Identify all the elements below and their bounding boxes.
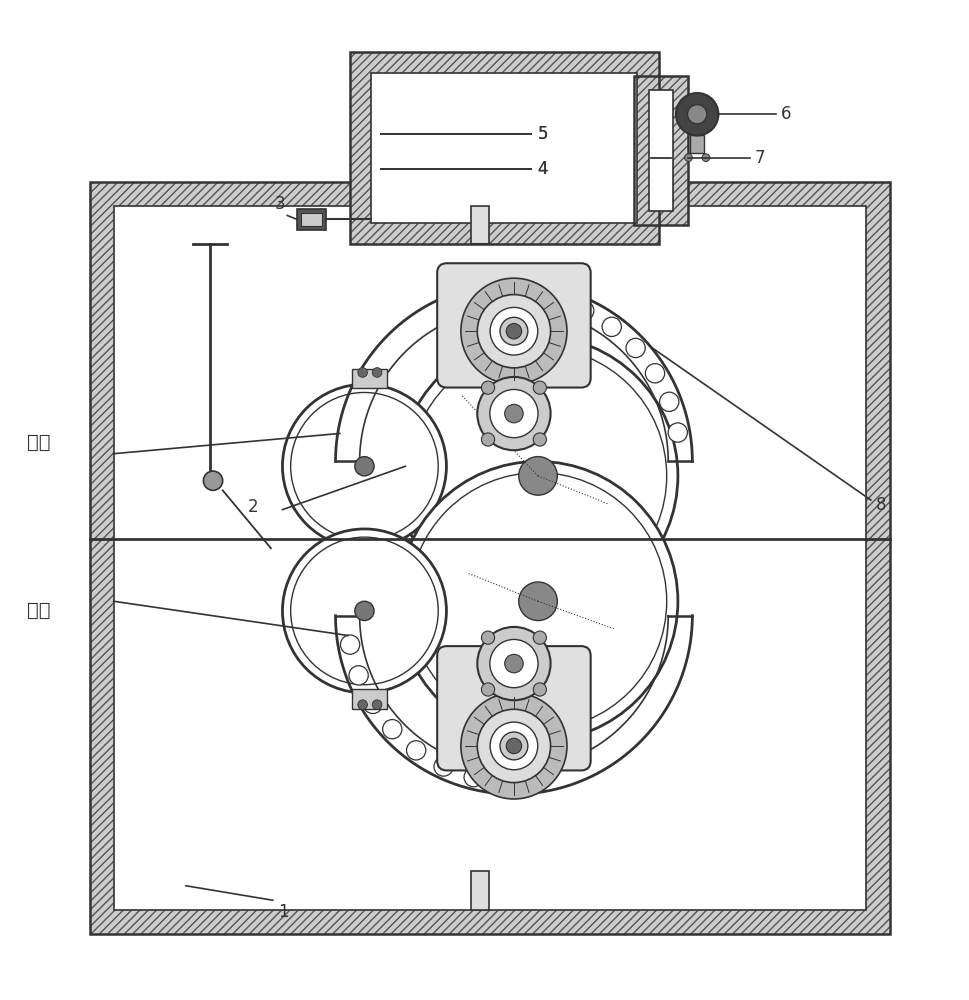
- Circle shape: [659, 392, 678, 411]
- Bar: [350, 52, 658, 244]
- Circle shape: [433, 757, 453, 776]
- Circle shape: [362, 694, 382, 714]
- Circle shape: [355, 457, 374, 476]
- Circle shape: [282, 529, 446, 693]
- Circle shape: [544, 290, 563, 310]
- Bar: [634, 76, 687, 225]
- Circle shape: [460, 693, 567, 799]
- Circle shape: [358, 368, 367, 377]
- Bar: [89, 182, 890, 934]
- Bar: [350, 52, 658, 244]
- Circle shape: [506, 324, 521, 339]
- Circle shape: [489, 639, 538, 688]
- Circle shape: [533, 381, 546, 394]
- Circle shape: [644, 364, 664, 383]
- Circle shape: [504, 404, 522, 423]
- Circle shape: [489, 307, 537, 355]
- Circle shape: [504, 654, 522, 673]
- Circle shape: [533, 433, 546, 446]
- Text: 2: 2: [247, 498, 258, 516]
- Bar: [471, 206, 488, 244]
- Circle shape: [340, 635, 359, 654]
- Circle shape: [477, 295, 550, 368]
- Text: 6: 6: [780, 105, 791, 123]
- Circle shape: [406, 741, 425, 760]
- Circle shape: [675, 93, 718, 135]
- Bar: [352, 369, 387, 388]
- Circle shape: [349, 666, 368, 685]
- Circle shape: [499, 732, 527, 760]
- FancyBboxPatch shape: [437, 263, 590, 388]
- Bar: [648, 90, 672, 211]
- Bar: [89, 182, 890, 934]
- Circle shape: [282, 384, 446, 548]
- Bar: [113, 206, 865, 910]
- Text: 3: 3: [274, 195, 285, 213]
- Circle shape: [518, 582, 557, 621]
- Circle shape: [684, 154, 692, 161]
- Circle shape: [372, 368, 382, 377]
- Circle shape: [409, 347, 666, 605]
- Circle shape: [477, 377, 550, 450]
- Bar: [371, 73, 637, 223]
- Circle shape: [499, 317, 527, 345]
- Circle shape: [203, 471, 223, 490]
- Circle shape: [463, 768, 483, 787]
- Circle shape: [481, 683, 494, 696]
- Circle shape: [291, 392, 438, 540]
- Circle shape: [291, 537, 438, 685]
- Circle shape: [477, 627, 550, 700]
- Bar: [352, 689, 387, 709]
- Bar: [300, 213, 322, 226]
- Circle shape: [533, 683, 546, 696]
- Circle shape: [358, 700, 367, 710]
- Circle shape: [481, 381, 494, 394]
- Circle shape: [489, 389, 538, 438]
- Circle shape: [460, 278, 567, 384]
- Circle shape: [481, 631, 494, 644]
- Circle shape: [602, 317, 621, 336]
- Circle shape: [533, 631, 546, 644]
- Text: 1: 1: [277, 903, 288, 921]
- Text: 8: 8: [875, 496, 886, 514]
- Text: 4: 4: [537, 160, 547, 178]
- Circle shape: [382, 720, 401, 739]
- Bar: [89, 182, 890, 934]
- Circle shape: [518, 457, 557, 495]
- Circle shape: [574, 301, 593, 320]
- Bar: [634, 76, 687, 225]
- Circle shape: [687, 105, 706, 124]
- Text: 5: 5: [537, 125, 547, 143]
- Text: 4: 4: [537, 160, 547, 178]
- Circle shape: [481, 433, 494, 446]
- Text: 膜材: 膜材: [27, 433, 50, 452]
- Text: 5: 5: [537, 125, 547, 143]
- Text: 7: 7: [754, 149, 765, 167]
- Circle shape: [702, 154, 709, 161]
- Circle shape: [398, 336, 677, 616]
- Circle shape: [625, 338, 644, 358]
- Circle shape: [668, 423, 687, 442]
- Circle shape: [489, 722, 537, 770]
- Circle shape: [409, 473, 666, 730]
- Circle shape: [506, 738, 521, 754]
- Bar: [690, 135, 703, 153]
- Bar: [350, 52, 658, 244]
- Circle shape: [398, 461, 677, 741]
- Circle shape: [355, 601, 374, 621]
- Bar: [297, 209, 326, 230]
- Circle shape: [477, 709, 550, 783]
- FancyBboxPatch shape: [437, 646, 590, 770]
- Text: 面料: 面料: [27, 601, 50, 620]
- Bar: [634, 76, 687, 225]
- Circle shape: [372, 700, 382, 710]
- Bar: [471, 871, 488, 910]
